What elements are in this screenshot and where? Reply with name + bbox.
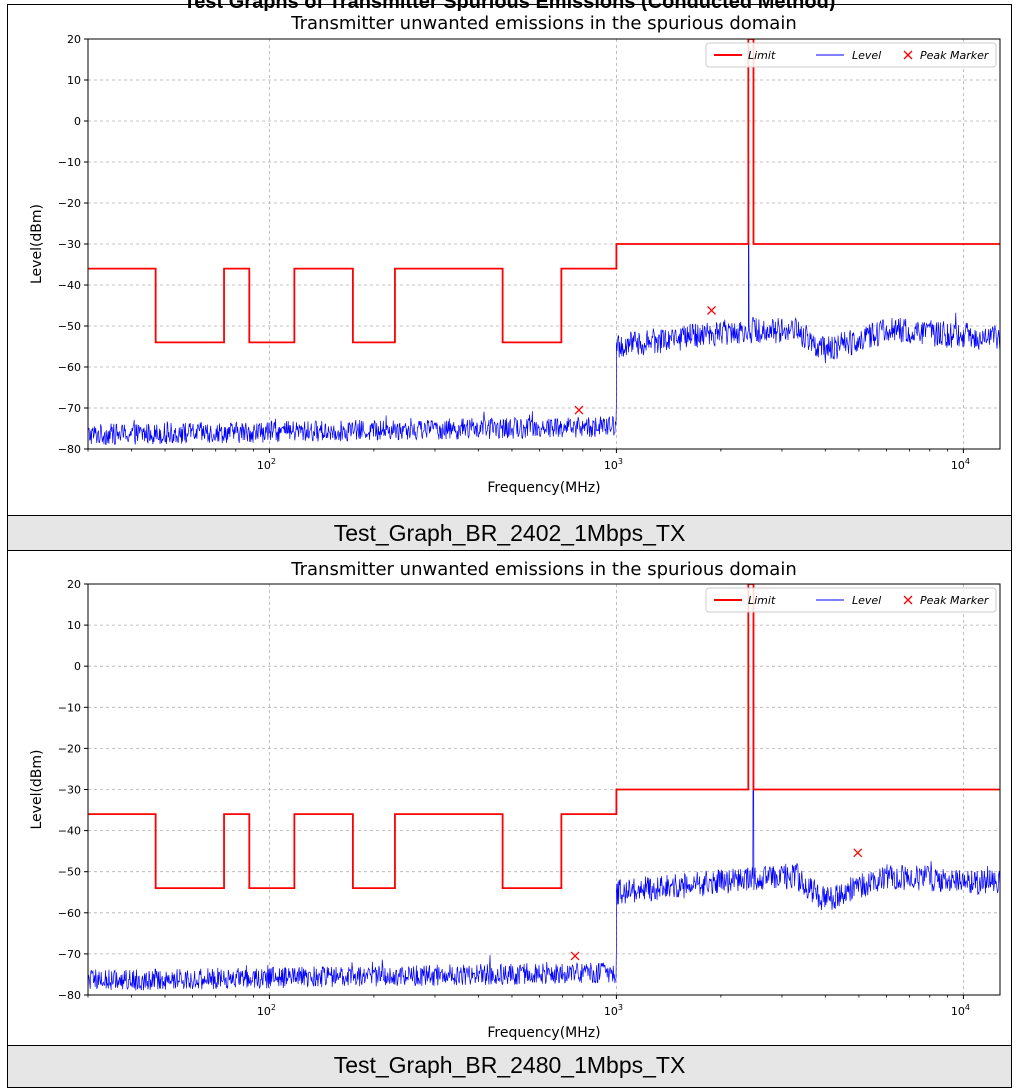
y-axis-label: Level(dBm) xyxy=(29,749,45,829)
legend-limit-label: Limit xyxy=(748,594,776,607)
legend-peak-label: Peak Marker xyxy=(920,594,990,607)
y-tick-label: 0 xyxy=(74,660,81,673)
y-tick-label: −70 xyxy=(58,402,81,415)
y-tick-label: −60 xyxy=(58,361,81,374)
chart-caption-2480: Test_Graph_BR_2480_1Mbps_TX xyxy=(8,1046,1011,1087)
page-heading: Test Graphs of Transmitter Spurious Emis… xyxy=(183,0,836,11)
plot-area xyxy=(88,39,1000,445)
y-tick-label: −50 xyxy=(58,320,81,333)
plot-area xyxy=(88,584,1000,991)
peak-marker xyxy=(574,405,584,415)
y-tick-label: 20 xyxy=(67,578,81,591)
peak-marker-stroke xyxy=(574,405,584,415)
peak-marker xyxy=(570,951,580,961)
y-tick-label: −30 xyxy=(58,784,81,797)
x-tick-label: 102 xyxy=(257,457,276,472)
y-tick-label: −60 xyxy=(58,907,81,920)
y-tick-label: −80 xyxy=(58,443,81,456)
chart-title: Transmitter unwanted emissions in the sp… xyxy=(290,559,797,580)
x-axis-label: Frequency(MHz) xyxy=(487,480,600,496)
peak-marker xyxy=(853,848,863,858)
x-tick-label: 103 xyxy=(604,457,623,472)
x-tick-label: 103 xyxy=(604,1003,623,1018)
chart-title: Transmitter unwanted emissions in the sp… xyxy=(290,13,797,34)
y-tick-label: 0 xyxy=(74,115,81,128)
x-tick-label: 104 xyxy=(951,1003,970,1018)
y-tick-label: −50 xyxy=(58,866,81,879)
chart-2402: Transmitter unwanted emissions in the sp… xyxy=(29,13,1001,496)
row-divider xyxy=(7,515,1012,516)
legend-peak-swatch xyxy=(903,50,913,60)
report-table xyxy=(7,4,1012,1088)
peak-marker-stroke xyxy=(853,848,863,858)
axes-frame xyxy=(87,38,1001,450)
axes-frame xyxy=(87,583,1001,996)
y-tick-label: −30 xyxy=(58,238,81,251)
legend-box xyxy=(705,587,997,613)
level-trace xyxy=(88,620,1000,991)
chart-caption-2402: Test_Graph_BR_2402_1Mbps_TX xyxy=(8,516,1011,550)
y-tick-label: −20 xyxy=(58,742,81,755)
y-tick-label: −40 xyxy=(58,825,81,838)
limit-line xyxy=(88,39,1000,344)
row-divider xyxy=(7,1045,1012,1046)
legend-box xyxy=(705,42,997,68)
limit-line xyxy=(88,584,1000,890)
legend-peak-swatch xyxy=(903,595,913,605)
legend-limit-label: Limit xyxy=(748,49,776,62)
peak-marker-stroke xyxy=(570,951,580,961)
y-tick-label: 10 xyxy=(67,74,81,87)
y-tick-label: −10 xyxy=(58,701,81,714)
legend-peak-label: Peak Marker xyxy=(920,49,990,62)
legend: Limit Level Peak Marker xyxy=(705,587,997,613)
legend-level-label: Level xyxy=(852,594,881,607)
peak-marker xyxy=(707,305,716,315)
y-tick-label: 10 xyxy=(67,619,81,632)
chart-2480: Transmitter unwanted emissions in the sp… xyxy=(29,559,1001,1041)
y-tick-label: 20 xyxy=(67,33,81,46)
legend-level-label: Level xyxy=(852,49,881,62)
peak-marker-stroke xyxy=(707,305,716,315)
y-tick-label: −70 xyxy=(58,948,81,961)
y-axis-label: Level(dBm) xyxy=(29,204,45,284)
legend: Limit Level Peak Marker xyxy=(705,42,997,68)
x-axis-label: Frequency(MHz) xyxy=(487,1025,600,1041)
y-tick-label: −40 xyxy=(58,279,81,292)
y-tick-label: −20 xyxy=(58,197,81,210)
x-tick-label: 104 xyxy=(951,457,970,472)
row-divider xyxy=(7,550,1012,551)
level-trace xyxy=(88,75,1000,445)
y-tick-label: −10 xyxy=(58,156,81,169)
y-tick-label: −80 xyxy=(58,989,81,1002)
x-tick-label: 102 xyxy=(257,1003,276,1018)
